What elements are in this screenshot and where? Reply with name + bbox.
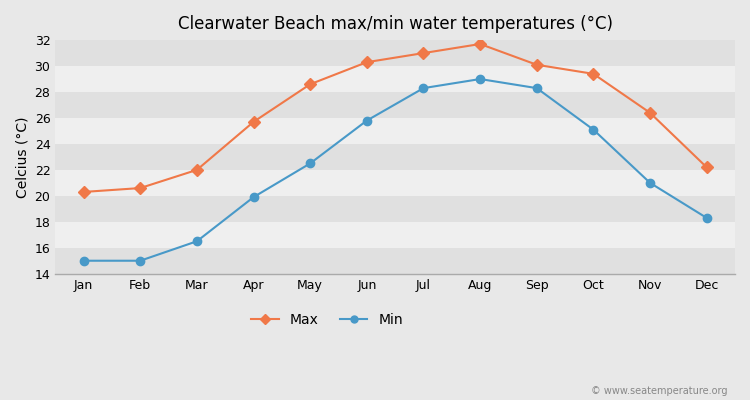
Bar: [56, 144, 735, 170]
Bar: [56, 170, 735, 196]
Legend: Max, Min: Max, Min: [245, 307, 409, 332]
Bar: [56, 118, 735, 144]
Title: Clearwater Beach max/min water temperatures (°C): Clearwater Beach max/min water temperatu…: [178, 15, 613, 33]
Bar: [56, 92, 735, 118]
Bar: [56, 222, 735, 248]
Bar: [56, 66, 735, 92]
Bar: [56, 40, 735, 66]
Y-axis label: Celcius (°C): Celcius (°C): [15, 116, 29, 198]
Bar: [56, 248, 735, 274]
Text: © www.seatemperature.org: © www.seatemperature.org: [591, 386, 728, 396]
Bar: [56, 196, 735, 222]
